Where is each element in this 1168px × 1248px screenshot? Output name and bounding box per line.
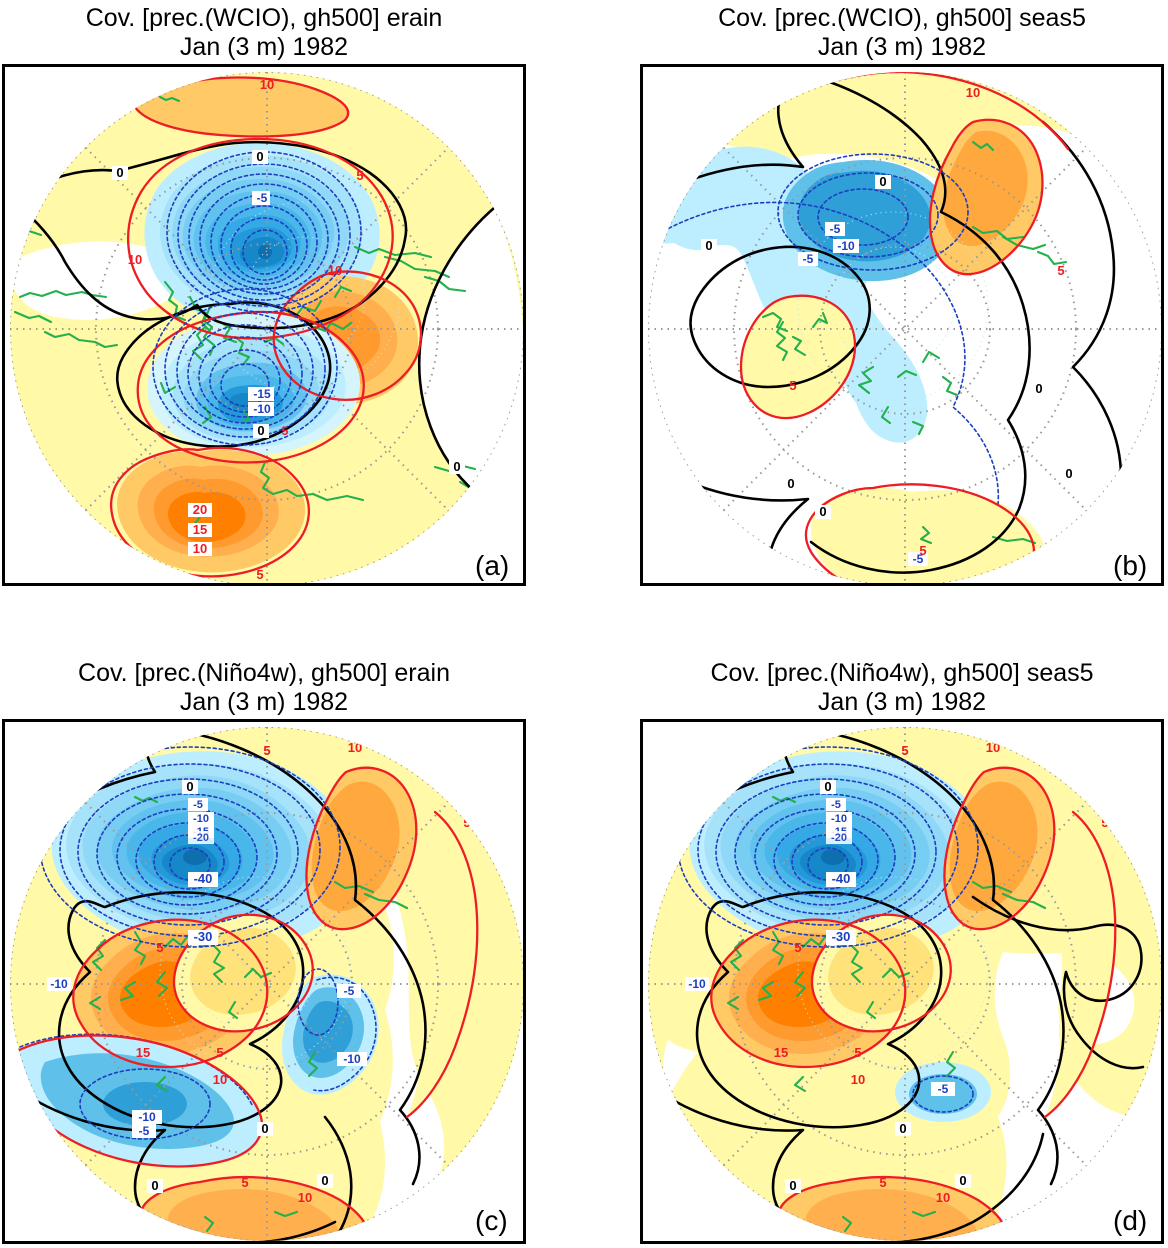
svg-text:0: 0 [186,779,193,794]
svg-text:-5: -5 [193,799,203,811]
svg-text:10: 10 [298,1190,312,1205]
svg-text:-10: -10 [138,1110,156,1124]
svg-text:0: 0 [959,1173,966,1188]
svg-text:10: 10 [328,263,342,278]
svg-text:15: 15 [774,1045,788,1060]
svg-text:-10: -10 [343,1052,361,1066]
svg-text:10: 10 [936,1190,950,1205]
svg-text:5: 5 [216,1045,223,1060]
svg-text:-40: -40 [194,871,213,886]
svg-text:0: 0 [1065,466,1072,481]
svg-text:0: 0 [899,1121,906,1136]
svg-text:0: 0 [321,1173,328,1188]
svg-text:-10: -10 [253,402,271,416]
svg-text:0: 0 [257,423,264,438]
svg-text:10: 10 [128,252,142,267]
svg-text:5: 5 [282,424,289,438]
svg-text:-5: -5 [139,1124,150,1138]
svg-text:0: 0 [789,1178,796,1193]
svg-text:-15: -15 [253,387,271,401]
svg-text:5: 5 [356,168,363,183]
svg-text:5: 5 [854,1045,861,1060]
svg-text:-10: -10 [688,977,706,991]
svg-text:0: 0 [879,174,886,189]
svg-text:-5: -5 [344,984,355,998]
svg-text:-20: -20 [831,832,847,844]
svg-text:-20: -20 [193,832,209,844]
svg-text:-5: -5 [831,799,841,811]
svg-text:5: 5 [789,378,796,393]
svg-text:5: 5 [919,543,926,558]
svg-text:-10: -10 [50,977,68,991]
svg-text:0: 0 [261,1121,268,1136]
svg-text:5: 5 [241,1175,248,1190]
svg-text:10: 10 [966,85,980,100]
svg-text:15: 15 [136,1045,150,1060]
svg-text:0: 0 [453,459,460,474]
svg-text:10: 10 [193,541,207,556]
svg-text:-5: -5 [803,252,814,266]
svg-text:5: 5 [879,1175,886,1190]
svg-text:-40: -40 [832,871,851,886]
svg-text:-10: -10 [837,239,855,253]
svg-text:5: 5 [263,743,270,758]
svg-text:0: 0 [151,1178,158,1193]
svg-text:-10: -10 [831,813,847,825]
svg-text:0: 0 [787,476,794,491]
svg-text:15: 15 [193,522,207,537]
svg-text:20: 20 [193,502,207,517]
svg-text:5: 5 [901,743,908,758]
svg-text:5: 5 [794,940,801,955]
svg-text:0: 0 [705,238,712,253]
svg-text:-30: -30 [194,929,213,944]
svg-text:0: 0 [116,165,123,180]
svg-text:0: 0 [819,504,826,519]
svg-text:5: 5 [156,940,163,955]
svg-text:-5: -5 [938,1082,949,1096]
svg-text:-30: -30 [832,929,851,944]
svg-text:-10: -10 [193,813,209,825]
svg-text:0: 0 [1035,381,1042,396]
svg-text:-5: -5 [257,191,268,205]
svg-text:0: 0 [256,149,263,164]
svg-text:10: 10 [851,1072,865,1087]
svg-text:5: 5 [256,567,263,582]
svg-text:5: 5 [1057,263,1064,278]
svg-text:0: 0 [824,779,831,794]
svg-text:10: 10 [213,1072,227,1087]
svg-text:-5: -5 [830,222,841,236]
svg-text:10: 10 [260,77,274,92]
